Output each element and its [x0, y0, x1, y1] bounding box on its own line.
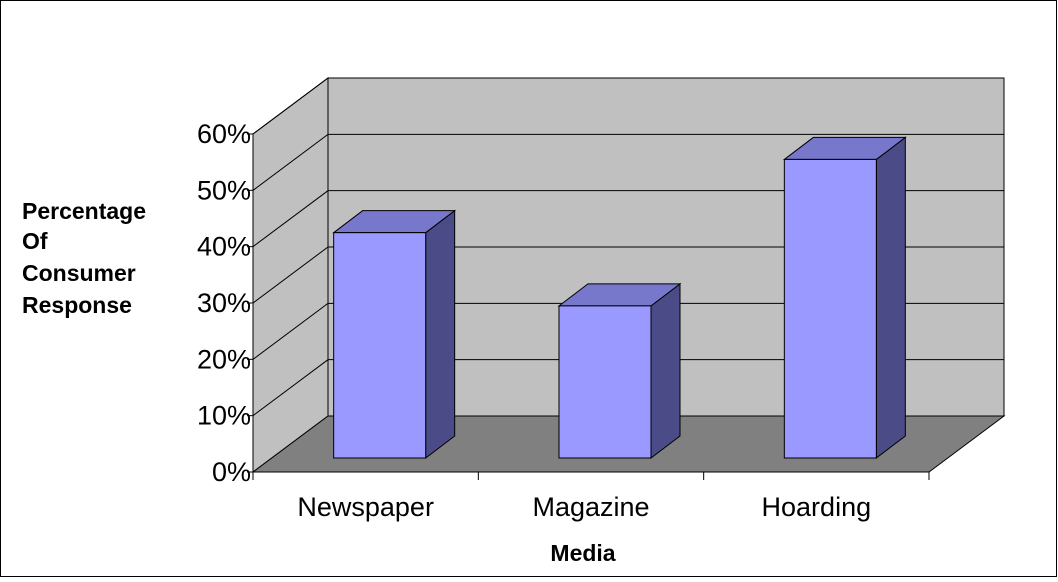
x-tick-label: Magazine	[532, 492, 649, 522]
y-axis-title-line-4: Response	[22, 292, 132, 318]
y-tick-label: 40%	[197, 232, 251, 262]
bar-newspaper	[332, 209, 457, 460]
y-tick-label: 10%	[197, 401, 251, 431]
y-tick-label: 30%	[197, 288, 251, 318]
gridline	[252, 302, 1004, 360]
bar-front	[783, 158, 877, 459]
y-tick-label: 20%	[197, 344, 251, 374]
y-tick-label: 50%	[197, 175, 251, 205]
y-tick-label: 60%	[197, 119, 251, 149]
x-tick-label: Newspaper	[297, 492, 434, 522]
y-axis-title-line-3: Consumer	[22, 260, 136, 286]
bar-front	[333, 232, 427, 459]
y-axis-title: Percentage Of Consumer Response	[22, 198, 146, 318]
bar-magazine	[557, 282, 682, 460]
bar-front	[558, 305, 652, 459]
y-tick-label: 0%	[212, 457, 251, 487]
y-axis-title-line-2: Of	[22, 228, 48, 254]
y-axis-title-line-1: Percentage	[22, 198, 146, 224]
gridlines	[252, 77, 1004, 417]
gridline	[252, 190, 1004, 248]
axes: 0% 10% 20% 30% 40% 50% 60% Newspaper Magazine Hoa…	[197, 119, 930, 522]
bar-side	[650, 282, 681, 460]
gridline	[252, 133, 1004, 191]
x-axis-title: Media	[550, 540, 615, 566]
x-tick-label: Hoarding	[762, 492, 872, 522]
bar-side	[875, 136, 906, 460]
gridline	[252, 246, 1004, 304]
gridline	[252, 77, 1004, 135]
gridline	[252, 359, 1004, 417]
bars	[332, 136, 907, 460]
bar-side	[425, 209, 456, 460]
bar-hoarding	[782, 136, 907, 460]
